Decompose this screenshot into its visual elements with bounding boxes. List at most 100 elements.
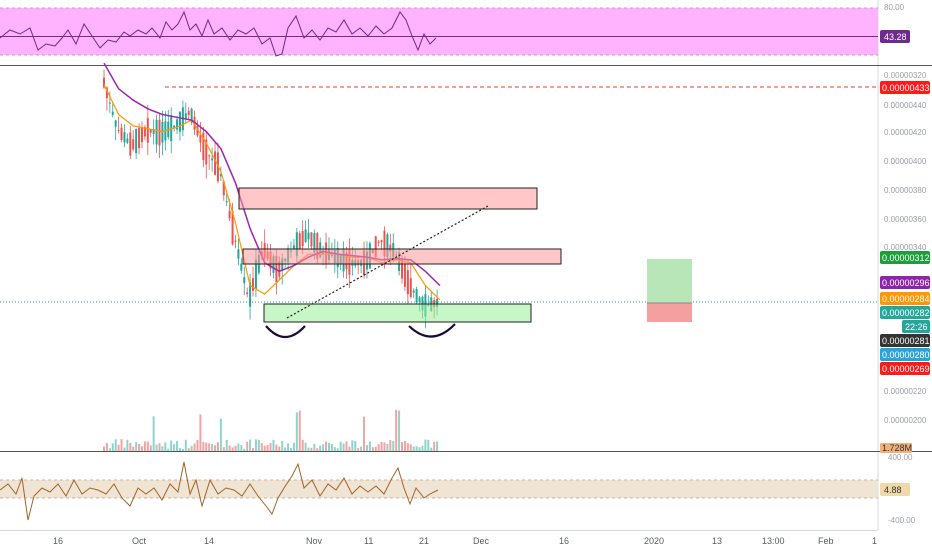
price-tag <box>880 251 930 264</box>
candle-body <box>126 138 129 143</box>
oscillator-value-tag <box>880 483 910 496</box>
volume-bar <box>231 447 234 451</box>
rsi-pane[interactable]: 80.00 43.28 <box>0 3 910 57</box>
volume-bar <box>266 445 269 451</box>
volume-bar <box>295 412 298 451</box>
bottom-arc-left[interactable] <box>265 325 306 339</box>
volume-bar <box>386 443 389 451</box>
candle-body <box>254 259 257 289</box>
volume-bar <box>108 448 111 451</box>
volume-bar <box>138 444 141 451</box>
volume-bar <box>421 445 424 451</box>
candle-body <box>205 139 208 165</box>
volume-bar <box>161 446 164 451</box>
candle-body <box>114 120 117 127</box>
oscillator-pane[interactable]: 400.00 -400.00 4.88 <box>0 453 916 525</box>
volume-bar <box>427 439 430 451</box>
long-position-target[interactable] <box>647 259 692 303</box>
candle-body <box>117 130 120 132</box>
volume-bar <box>196 440 199 451</box>
x-tick-label: 13:00 <box>762 536 785 546</box>
volume-bar <box>187 448 190 451</box>
volume-bar <box>216 442 219 451</box>
volume-bar <box>123 447 126 451</box>
candle-body <box>383 230 386 257</box>
resistance-zone-lower[interactable] <box>242 248 562 265</box>
candle-body <box>234 240 237 242</box>
candle-body <box>208 155 211 157</box>
rsi-band <box>0 8 878 55</box>
candle-body <box>389 244 392 252</box>
candle-body <box>111 111 114 116</box>
price-tag <box>902 320 930 333</box>
volume-bar <box>205 442 208 451</box>
candle-body <box>252 278 255 291</box>
time-axis[interactable]: 16 Oct 14 Nov 11 21 Dec 16 2020 13 13:00… <box>53 536 877 546</box>
price-tag-label: 0.00000282 <box>882 308 930 318</box>
price-tick-label: 0.00000440 <box>884 101 927 110</box>
volume-bar <box>167 448 170 451</box>
candle-body <box>401 258 404 279</box>
volume-bar <box>152 416 155 451</box>
support-zone[interactable] <box>263 303 532 323</box>
candle-body <box>380 240 383 243</box>
bottom-arc-right[interactable] <box>408 323 456 338</box>
x-tick-label: Oct <box>132 536 147 546</box>
volume-bar <box>272 439 275 451</box>
volume-bar <box>354 441 357 451</box>
volume-bar <box>278 446 281 451</box>
volume-bar <box>351 440 354 451</box>
volume-bar <box>149 445 152 451</box>
price-tick-label: 0.00000400 <box>884 157 927 166</box>
candle-body <box>173 125 176 128</box>
oscillator-value-label: 4.88 <box>884 485 902 495</box>
oscillator-axis-label: -400.00 <box>888 516 916 525</box>
volume-bar <box>219 418 222 451</box>
volume-bar <box>199 414 202 451</box>
volume-bar <box>313 443 316 451</box>
candle-body <box>108 102 111 104</box>
candle-body <box>176 119 179 130</box>
candle-body <box>158 119 161 146</box>
volume-bar <box>307 447 310 451</box>
volume-bar <box>225 439 228 451</box>
rsi-value-label: 43.28 <box>884 32 907 42</box>
price-tag <box>880 306 930 319</box>
volume-bar <box>146 441 149 451</box>
volume-bar <box>336 448 339 451</box>
volume-bar <box>319 445 322 451</box>
candle-body <box>292 245 295 249</box>
volume-bar <box>322 444 325 451</box>
resistance-zone-upper[interactable] <box>238 187 538 210</box>
x-tick-label: 14 <box>204 536 214 546</box>
price-tag-label: 0.00000433 <box>882 83 930 93</box>
candle-body <box>295 232 298 257</box>
volume-bar <box>398 410 401 451</box>
volume-bar <box>135 442 138 451</box>
price-tick-label: 0.00000340 <box>884 243 927 252</box>
candle-body <box>211 158 214 161</box>
price-tick-label: 0.00000320 <box>884 71 927 80</box>
price-pane[interactable]: 0.00000440 0.00000420 0.00000400 0.00000… <box>0 62 930 453</box>
volume-bar <box>403 440 406 451</box>
rsi-line <box>0 10 437 57</box>
price-tag-label: 22:26 <box>905 322 928 332</box>
long-position-stop[interactable] <box>647 303 692 322</box>
candle-body <box>316 233 319 260</box>
rsi-value-tag <box>880 30 910 43</box>
price-tag-label: 0.00000284 <box>882 294 930 304</box>
candle-body <box>143 127 146 137</box>
candle-body <box>170 115 173 142</box>
candle-body <box>249 282 252 307</box>
x-tick-label: 13 <box>712 536 722 546</box>
candle-body <box>161 121 164 143</box>
x-tick-label: 11 <box>364 536 373 546</box>
candle-body <box>386 234 389 257</box>
volume-bar <box>301 439 304 451</box>
oscillator-band <box>0 480 878 498</box>
price-tag <box>880 348 930 361</box>
volume-bar <box>395 409 398 451</box>
price-tags: 0.00000433 0.00000312 0.00000296 0.00000… <box>880 81 930 453</box>
volume-bar <box>252 448 255 451</box>
